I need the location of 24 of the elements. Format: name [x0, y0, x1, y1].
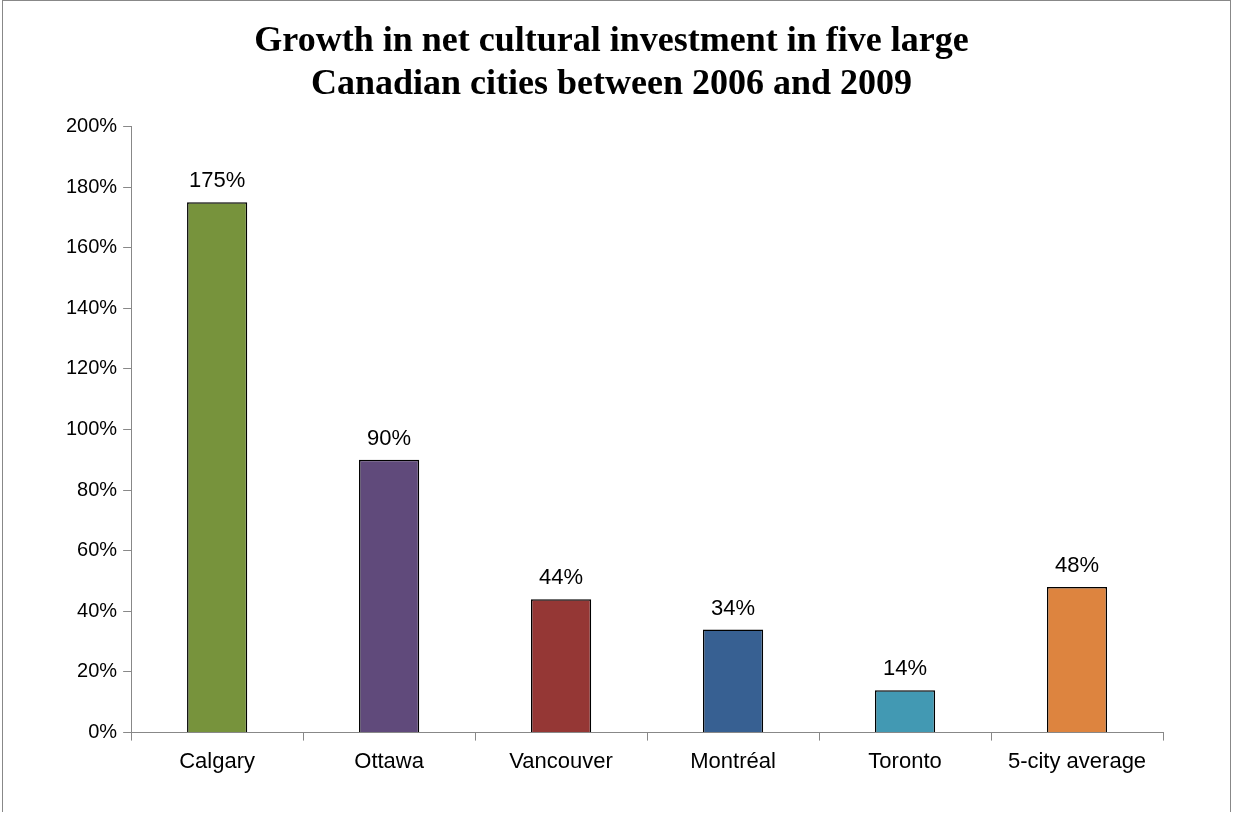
x-tick-label: Toronto — [868, 747, 942, 773]
y-tick-label: 60% — [77, 538, 118, 561]
y-tick-label: 100% — [66, 417, 118, 440]
y-tick-label: 120% — [66, 356, 118, 379]
data-label: 34% — [711, 594, 756, 620]
data-label: 175% — [189, 167, 246, 193]
y-tick-label: 180% — [66, 174, 118, 197]
y-tick-label: 140% — [66, 295, 118, 318]
y-tick-label: 80% — [77, 477, 118, 500]
x-tick-label: 5-city average — [1007, 747, 1147, 773]
y-tick-label: 20% — [77, 659, 118, 682]
y-tick-label: 0% — [88, 720, 118, 743]
x-tick-label: Calgary — [179, 747, 256, 773]
x-tick-label: Ottawa — [354, 747, 425, 773]
data-label: 48% — [1054, 552, 1100, 578]
x-tick-label: Vancouver — [509, 747, 613, 773]
x-tick-label: Montréal — [690, 747, 776, 773]
data-label: 44% — [539, 564, 584, 590]
data-label: 90% — [367, 424, 412, 450]
y-tick-label: 200% — [66, 113, 118, 136]
y-tick-label: 160% — [66, 235, 118, 258]
data-label: 14% — [883, 655, 928, 681]
chart-title: Growth in net cultural investment in five large Canadian cities between 2006 and 2009 — [254, 18, 969, 103]
y-tick-label: 40% — [77, 598, 118, 621]
